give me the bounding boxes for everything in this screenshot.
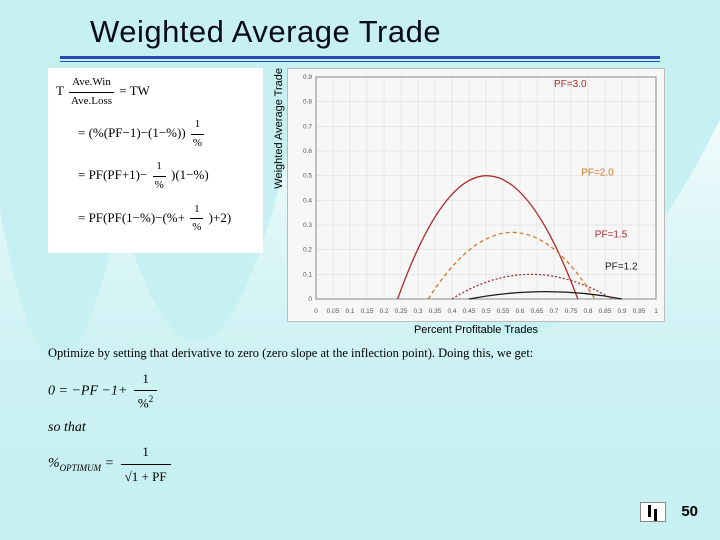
- svg-text:0.75: 0.75: [565, 308, 578, 315]
- svg-text:1: 1: [654, 308, 658, 315]
- svg-text:0.85: 0.85: [599, 308, 612, 315]
- svg-text:0.15: 0.15: [361, 308, 374, 315]
- svg-text:0.05: 0.05: [327, 308, 340, 315]
- svg-text:0.65: 0.65: [531, 308, 544, 315]
- svg-text:0.3: 0.3: [413, 308, 422, 315]
- svg-text:PF=3.0: PF=3.0: [554, 79, 587, 90]
- svg-text:0.25: 0.25: [395, 308, 408, 315]
- svg-text:0.4: 0.4: [303, 197, 312, 204]
- svg-text:0.7: 0.7: [303, 123, 312, 130]
- svg-text:0.6: 0.6: [303, 148, 312, 155]
- footer-logo: [640, 502, 666, 522]
- eq-frac-d: Ave.Loss: [69, 93, 114, 111]
- svg-text:0.2: 0.2: [379, 308, 388, 315]
- equations-block: T Ave.Win Ave.Loss = TW = (%(PF−1)−(1−%)…: [48, 68, 263, 253]
- eq-frac-n: Ave.Win: [69, 74, 114, 93]
- svg-text:0.95: 0.95: [633, 308, 646, 315]
- svg-text:0.1: 0.1: [303, 271, 312, 278]
- eq-line4: = PF(PF(1−%)−(%+ 1 % )+2): [56, 201, 255, 237]
- svg-text:0.9: 0.9: [617, 308, 626, 315]
- page-number: 50: [681, 503, 698, 520]
- svg-text:0: 0: [308, 296, 312, 303]
- svg-text:0.7: 0.7: [549, 308, 558, 315]
- svg-text:0.5: 0.5: [303, 173, 312, 180]
- svg-text:PF=2.0: PF=2.0: [581, 168, 614, 179]
- svg-text:PF=1.2: PF=1.2: [605, 261, 638, 272]
- svg-text:0.1: 0.1: [345, 308, 354, 315]
- svg-text:0.2: 0.2: [303, 247, 312, 254]
- eq-line3: = PF(PF+1)− 1 % )(1−%): [56, 158, 255, 194]
- chart-xlabel: Percent Profitable Trades: [287, 324, 665, 336]
- svg-text:0.55: 0.55: [497, 308, 510, 315]
- svg-text:0.8: 0.8: [583, 308, 592, 315]
- svg-text:PF=1.5: PF=1.5: [595, 229, 628, 240]
- eq-T: T: [56, 83, 64, 98]
- chart-plot: 0 0.05 0.1 0.15 0.2 0.25 0.3 0.35 0.4 0.45 0.5 0.55…: [287, 68, 665, 322]
- equations-after: 0 = −PF −1+ 1 %2 so that %OPTIMUM = 1 √1…: [0, 361, 720, 488]
- svg-text:0: 0: [314, 308, 318, 315]
- svg-text:0.8: 0.8: [303, 99, 312, 106]
- svg-text:0.9: 0.9: [303, 74, 312, 81]
- eq-line2: = (%(PF−1)−(1−%)) 1%: [56, 116, 255, 152]
- chart-ylabel: Weighted Average Trade: [271, 68, 287, 189]
- eq-rhs: = TW: [119, 83, 150, 98]
- svg-text:0.3: 0.3: [303, 222, 312, 229]
- svg-text:0.5: 0.5: [481, 308, 490, 315]
- page-title: Weighted Average Trade: [90, 14, 720, 50]
- svg-text:0.35: 0.35: [429, 308, 442, 315]
- chart-container: Weighted Average Trade 0 0.05 0.1 0.15 0.2 0.…: [271, 68, 665, 336]
- optimize-text: Optimize by setting that derivative to z…: [0, 336, 720, 361]
- svg-text:0.4: 0.4: [447, 308, 456, 315]
- svg-text:0.6: 0.6: [515, 308, 524, 315]
- svg-text:0.45: 0.45: [463, 308, 476, 315]
